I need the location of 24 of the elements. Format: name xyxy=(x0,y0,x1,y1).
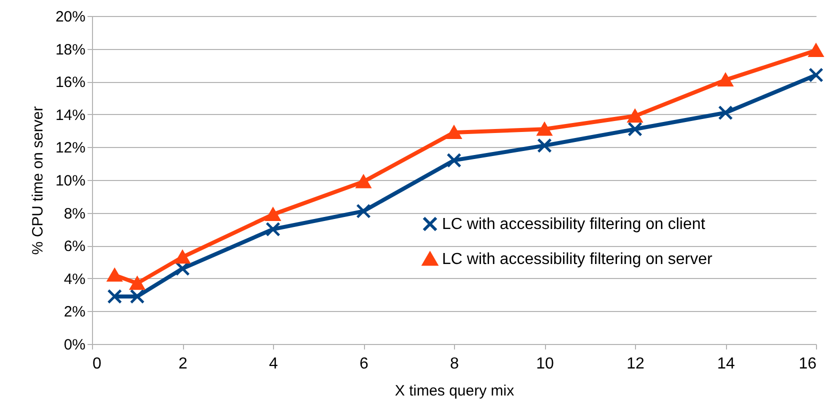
y-tick-label: 2% xyxy=(64,304,86,321)
y-tick-label: 16% xyxy=(55,74,86,92)
legend-label: LC with accessibility filtering on server xyxy=(442,251,713,268)
y-tick-label: 4% xyxy=(64,270,86,288)
x-tick-label: 4 xyxy=(269,356,278,372)
y-tick-label: 18% xyxy=(55,41,86,58)
y-tick-label: 10% xyxy=(55,172,86,190)
x-axis-title: X times query mix xyxy=(394,382,515,400)
y-tick-label: 6% xyxy=(64,238,86,256)
x-tick-label: 14 xyxy=(717,356,735,372)
y-tick-label: 8% xyxy=(64,205,86,222)
y-tick-label: 20% xyxy=(55,8,86,26)
x-tick-label: 2 xyxy=(178,356,188,372)
y-tick-label: 12% xyxy=(55,140,86,157)
x-tick-label: 10 xyxy=(536,356,554,372)
y-tick-label: 14% xyxy=(55,106,86,124)
x-tick-label: 8 xyxy=(450,356,460,372)
legend-label: LC with accessibility filtering on client xyxy=(442,216,706,233)
x-tick-label: 16 xyxy=(798,356,817,372)
y-axis-title: % CPU time on server xyxy=(29,106,46,255)
x-tick-label: 6 xyxy=(360,356,369,372)
x-tick-label: 0 xyxy=(92,356,102,372)
x-tick-label: 12 xyxy=(626,356,644,372)
y-tick-label: 0% xyxy=(64,336,86,354)
